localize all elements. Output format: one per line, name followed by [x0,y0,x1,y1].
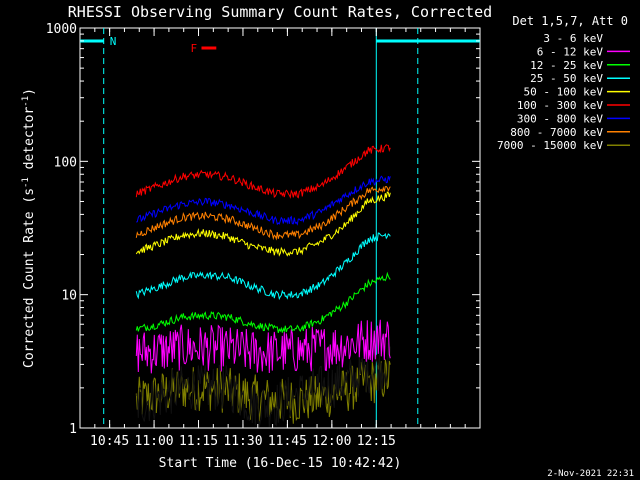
series-line-7 [135,185,391,241]
vertical-markers [103,28,419,428]
legend-label: 100 - 300 keV [517,99,603,112]
series-layer [135,144,391,428]
night-label: N [110,35,117,48]
chart-title: RHESSI Observing Summary Count Rates, Co… [68,3,492,21]
y-tick-label: 1 [69,422,77,437]
legend-label: 800 - 7000 keV [510,126,603,139]
series-line-0 [136,342,391,428]
x-tick-label: 10:45 [90,434,129,449]
plot-frame [79,27,481,429]
legend-header: Det 1,5,7, Att 0 [512,14,628,28]
x-axis-title: Start Time (16-Dec-15 10:42:42) [159,456,402,471]
x-tick-label: 12:00 [312,434,351,449]
legend-label: 3 - 6 keV [543,32,603,45]
legend-label: 25 - 50 keV [530,72,603,85]
x-axis: 10:45 11:00 11:15 11:30 11:45 12:00 12:15 [79,28,481,449]
series-line-5 [135,144,391,199]
series-line-1 [135,319,391,374]
legend-label: 6 - 12 keV [537,45,604,58]
flare-label: F [190,42,197,55]
x-tick-label: 11:30 [223,434,262,449]
x-tick-label: 11:15 [179,434,218,449]
legend-label: 300 - 800 keV [517,112,603,125]
series-line-4 [135,191,391,257]
legend-label: 7000 - 15000 keV [497,139,603,152]
annotations-layer: NF [80,35,480,55]
series-line-6 [136,175,391,226]
x-tick-label: 12:15 [357,434,396,449]
footer-date: 2-Nov-2021 22:31 [547,469,634,479]
series-line-3 [135,232,391,301]
legend-label: 50 - 100 keV [524,86,604,99]
series-line-2 [135,271,391,334]
x-tick-label: 11:45 [268,434,307,449]
y-tick-label: 1000 [46,22,77,37]
y-axis-title: Corrected Count Rate (s-1 detector-1) [21,88,37,368]
y-axis: 1 10 100 1000 [46,22,480,437]
y-tick-label: 10 [61,289,77,304]
y-tick-label: 100 [54,155,77,170]
x-tick-label: 11:00 [135,434,174,449]
legend-label: 12 - 25 keV [530,59,603,72]
